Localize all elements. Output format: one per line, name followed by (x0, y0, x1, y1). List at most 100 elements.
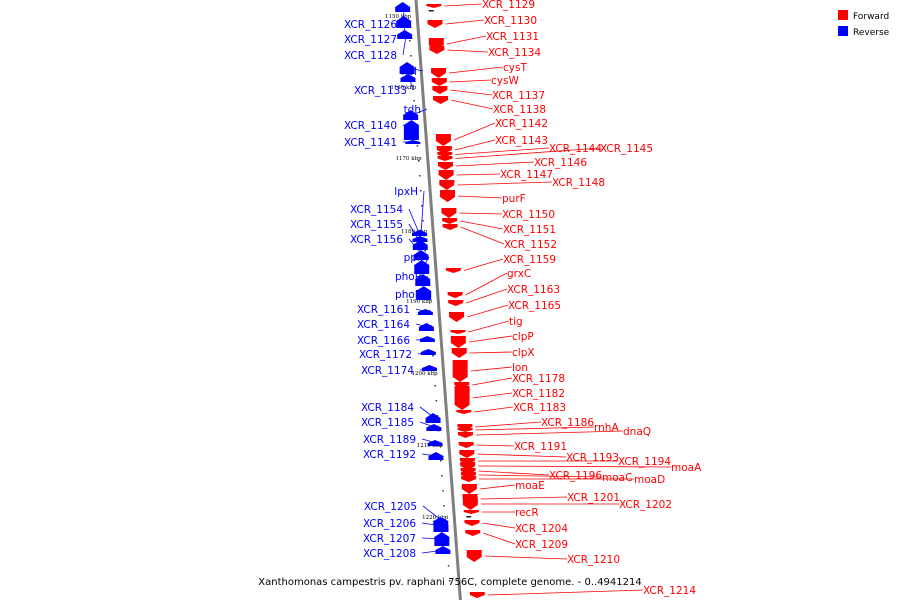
reverse-gene-shape (418, 323, 434, 331)
forward-gene-label: XCR_1178 (512, 373, 565, 385)
forward-gene-shape (451, 348, 467, 358)
reverse-gene-shape (425, 413, 441, 423)
reverse-gene-label: XCR_1161 (357, 304, 410, 316)
scale-label: 1160 kbp (390, 85, 417, 91)
reverse-gene-shape (403, 110, 419, 120)
reverse-gene-label: XCR_1189 (363, 434, 416, 446)
forward-gene-shape (465, 530, 481, 536)
leader-line (487, 589, 644, 596)
leader-line (460, 226, 505, 245)
forward-gene-shape (429, 46, 445, 54)
forward-gene-shape (431, 68, 447, 78)
forward-gene-label: dnaQ (623, 426, 651, 438)
leader-line (478, 474, 603, 478)
leader-line (463, 258, 504, 271)
reverse-gene-shape (396, 16, 412, 28)
forward-gene-shape (427, 20, 443, 28)
gene-shapes (395, 2, 485, 598)
axis-dot (413, 100, 415, 102)
reverse-gene-label: XCR_1140 (344, 120, 397, 132)
leader-line (466, 304, 509, 318)
leader-line (459, 212, 503, 215)
leader-line (472, 392, 513, 399)
forward-gene-label: recR (515, 507, 539, 519)
leader-line (420, 190, 425, 234)
axis-dot (408, 40, 411, 42)
leader-line (468, 335, 513, 343)
scale-label: 1190 kbp (406, 299, 433, 305)
forward-gene-label: XCR_1202 (619, 499, 672, 511)
leader-line (446, 35, 487, 45)
axis-dot (435, 400, 438, 402)
leader-line (479, 484, 516, 490)
leader-line (483, 532, 516, 545)
forward-gene-shape (459, 450, 475, 458)
forward-gene-label: cysW (491, 75, 519, 87)
forward-gene-label: XCR_1193 (566, 452, 619, 464)
forward-gene-label: rnhA (594, 422, 619, 434)
scale-label: 1220 kbp (422, 515, 449, 521)
forward-gene-label: XCR_1163 (507, 284, 560, 296)
reverse-gene-shape (426, 424, 442, 431)
reverse-gene-label: XCR_1208 (363, 548, 416, 560)
axis-dot (442, 490, 444, 492)
reverse-gene-label: XCR_1205 (364, 501, 417, 513)
forward-gene-shape (438, 170, 454, 180)
leader-line (450, 89, 493, 96)
forward-gene-label: XCR_1210 (567, 554, 620, 566)
forward-gene-shape (456, 410, 472, 414)
reverse-gene-label: XCR_1127 (344, 34, 397, 46)
axis-dot (448, 580, 451, 582)
forward-gene-label: XCR_1144 (549, 143, 602, 155)
forward-gene-shape (463, 510, 479, 514)
reverse-gene-shape (413, 250, 429, 260)
leader-line (449, 79, 492, 83)
genome-axis-line (414, 0, 462, 600)
forward-gene-label: XCR_1191 (514, 441, 567, 453)
forward-gene-shape (426, 4, 442, 8)
forward-gene-label: XCR_1142 (495, 118, 548, 130)
leader-line (474, 406, 514, 413)
forward-gene-label: clpX (512, 347, 535, 359)
axis-dot (410, 55, 412, 57)
forward-gene-label: XCR_1159 (503, 254, 556, 266)
leader-line (472, 377, 513, 386)
reverse-gene-label: XCR_1141 (344, 137, 397, 149)
legend-forward: Forward (838, 10, 889, 22)
forward-gene-label: XCR_1150 (502, 209, 555, 221)
reverse-gene-label: ppk (404, 252, 424, 264)
reverse-gene-shape (397, 30, 413, 39)
leader-line (470, 366, 513, 372)
forward-gene-shape (469, 592, 485, 598)
axis-dot (412, 85, 414, 87)
axis-dot (443, 505, 445, 507)
axis-tick (428, 10, 434, 12)
reverse-gene-label: XCR_1184 (361, 402, 414, 414)
forward-gene-shape (450, 336, 466, 348)
forward-gene-label: XCR_1204 (515, 523, 568, 535)
axis-dot (422, 220, 424, 222)
forward-gene-shape (450, 330, 466, 334)
leader-line (469, 351, 513, 354)
forward-gene-shape (441, 208, 457, 218)
scale-label: 1150 kbp (385, 14, 412, 20)
reverse-gene-label: lpxH (394, 186, 418, 198)
leader-line (476, 444, 515, 447)
axis-dot (420, 190, 422, 192)
leader-line (460, 220, 504, 230)
leader-line (475, 426, 595, 431)
forward-gene-shape (445, 268, 461, 273)
forward-gene-label: lon (512, 362, 528, 374)
leader-line (465, 272, 508, 296)
leader-line (455, 161, 535, 167)
reverse-gene-label: XCR_1156 (350, 234, 403, 246)
forward-gene-shape (437, 152, 453, 157)
forward-gene-label: XCR_1186 (541, 417, 594, 429)
forward-gene-shape (458, 442, 474, 448)
forward-gene-shape (442, 224, 458, 230)
forward-gene-label: XCR_1165 (508, 300, 561, 312)
leader-line (448, 66, 504, 74)
forward-gene-label: XCR_1151 (503, 224, 556, 236)
